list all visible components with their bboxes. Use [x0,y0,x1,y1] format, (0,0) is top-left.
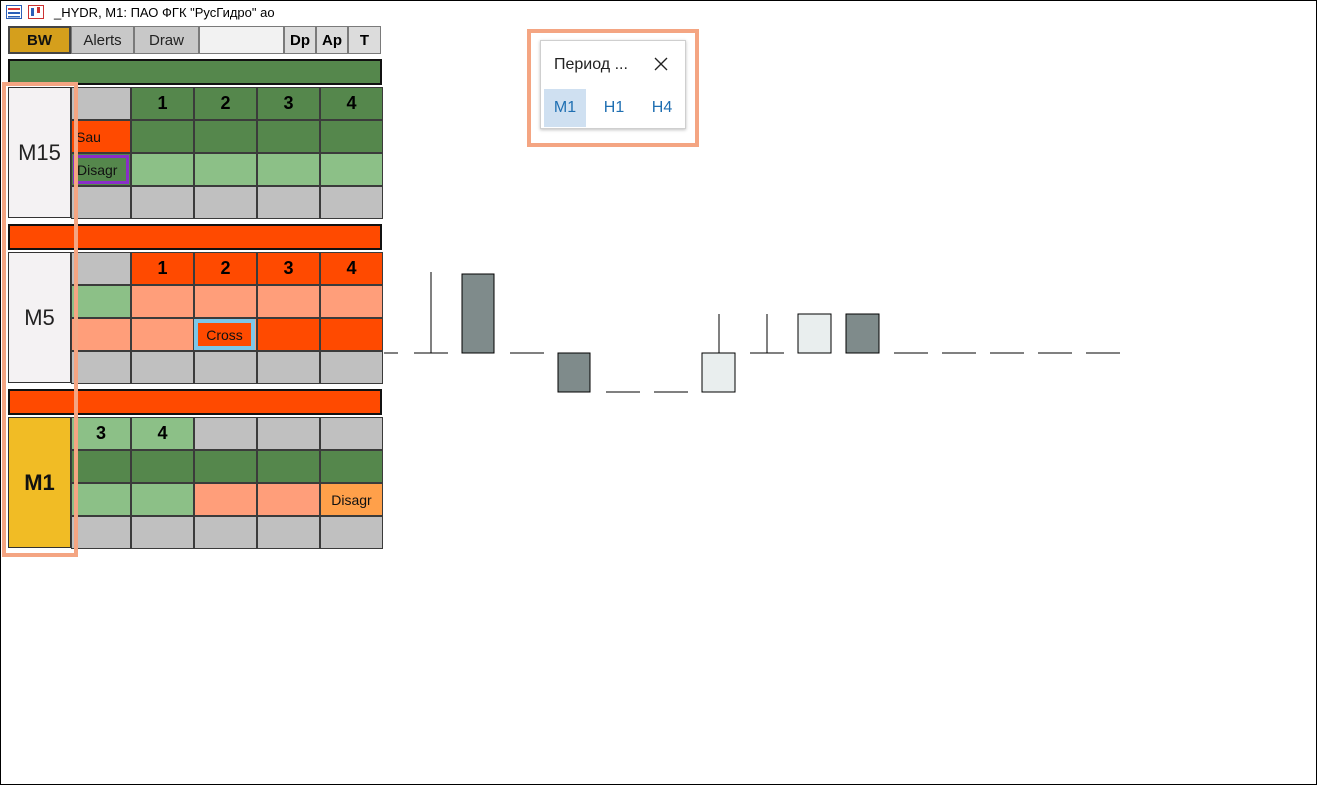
m15-empty-cell [257,186,320,219]
m15-timeframe-label[interactable]: M15 [8,87,71,218]
m5-empty-cell [71,351,131,384]
m1-signal-cell [71,450,131,483]
m5-header-1: 1 [131,252,194,285]
m1-empty-cell [257,417,320,450]
t-button[interactable]: T [348,26,381,54]
m15-disagr-cell [71,153,131,186]
m15-empty-cell [194,186,257,219]
m15-trend-bar [8,59,382,85]
period-popup-title: Период ... [554,56,628,73]
bw-button[interactable]: BW [8,26,71,54]
m5-signal-cell [71,285,131,318]
m1-signal-cell [257,483,320,516]
m15-signal-cell [131,153,194,186]
m5-trend-bar [8,224,382,250]
m1-signal-cell [194,450,257,483]
m1-empty-cell [320,417,383,450]
m5-corner-cell [71,252,131,285]
period-popup: Период ... M1 H1 H4 [540,40,686,129]
bearish-candle [461,273,495,354]
m1-empty-cell [194,516,257,549]
m1-empty-cell [71,516,131,549]
chart-window-icon[interactable] [28,5,44,19]
dp-button[interactable]: Dp [284,26,316,54]
m1-empty-cell [131,516,194,549]
m1-signal-cell [131,483,194,516]
m15-empty-cell [131,186,194,219]
m5-cross-label: Cross [194,319,255,350]
bearish-candle [845,313,880,354]
candlestick-chart [384,272,1120,393]
period-option-h4[interactable]: H4 [651,99,673,116]
m5-empty-cell [257,351,320,384]
m5-header-3: 3 [257,252,320,285]
m5-empty-cell [320,351,383,384]
period-popup-highlight [527,29,699,147]
period-option-h1[interactable]: H1 [603,99,625,116]
chart-list-icon[interactable] [6,5,22,19]
m1-empty-cell [257,516,320,549]
bullish-candle [701,352,736,393]
m15-signal-cell [194,153,257,186]
m1-timeframe-label[interactable]: M1 [8,417,71,548]
m15-signal-cell [194,120,257,153]
m15-disagr-label: Disagr [73,155,129,184]
toolbar-blank-slot [199,26,284,54]
window-title: _HYDR, M1: ПАО ФГК "РусГидро" ао [54,4,275,20]
m5-signal-cell [320,285,383,318]
m15-signal-cell [257,153,320,186]
m1-header-4: 4 [131,417,194,450]
m15-header-2: 2 [194,87,257,120]
m15-signal-cell [131,120,194,153]
m5-signal-cell [131,318,194,351]
m5-empty-cell [131,351,194,384]
m5-signal-cell [71,318,131,351]
m1-signal-cell [131,450,194,483]
m1-signal-cell [194,483,257,516]
m1-header-3: 3 [71,417,131,450]
ap-button[interactable]: Ap [316,26,348,54]
m15-sau-cell: Sau [71,120,131,153]
m1-empty-cell [194,417,257,450]
period-option-m1[interactable]: M1 [544,89,586,127]
m1-trend-bar [8,389,382,415]
m15-header-1: 1 [131,87,194,120]
m1-empty-cell [320,516,383,549]
m5-signal-cell [194,285,257,318]
m15-signal-cell [320,153,383,186]
m15-header-3: 3 [257,87,320,120]
m15-empty-cell [320,186,383,219]
m1-signal-cell [320,450,383,483]
m5-signal-cell [257,285,320,318]
m1-signal-cell [257,450,320,483]
m15-signal-cell [320,120,383,153]
close-icon[interactable] [653,56,669,72]
m5-header-2: 2 [194,252,257,285]
m1-signal-cell [71,483,131,516]
m15-corner-cell [71,87,131,120]
window-title-bar: _HYDR, M1: ПАО ФГК "РусГидро" ао [6,3,275,21]
m5-timeframe-label[interactable]: M5 [8,252,71,383]
m5-signal-cell [131,285,194,318]
m5-signal-cell [257,318,320,351]
m5-header-4: 4 [320,252,383,285]
draw-button[interactable]: Draw [134,26,199,54]
m1-disagr-label: Disagr [320,483,383,516]
m15-header-4: 4 [320,87,383,120]
m5-signal-cell [320,318,383,351]
m5-empty-cell [194,351,257,384]
m15-empty-cell [71,186,131,219]
bullish-candle [797,313,832,354]
alerts-button[interactable]: Alerts [71,26,134,54]
bearish-candle [557,352,591,393]
timeframe-column-highlight [2,82,78,557]
m15-signal-cell [257,120,320,153]
